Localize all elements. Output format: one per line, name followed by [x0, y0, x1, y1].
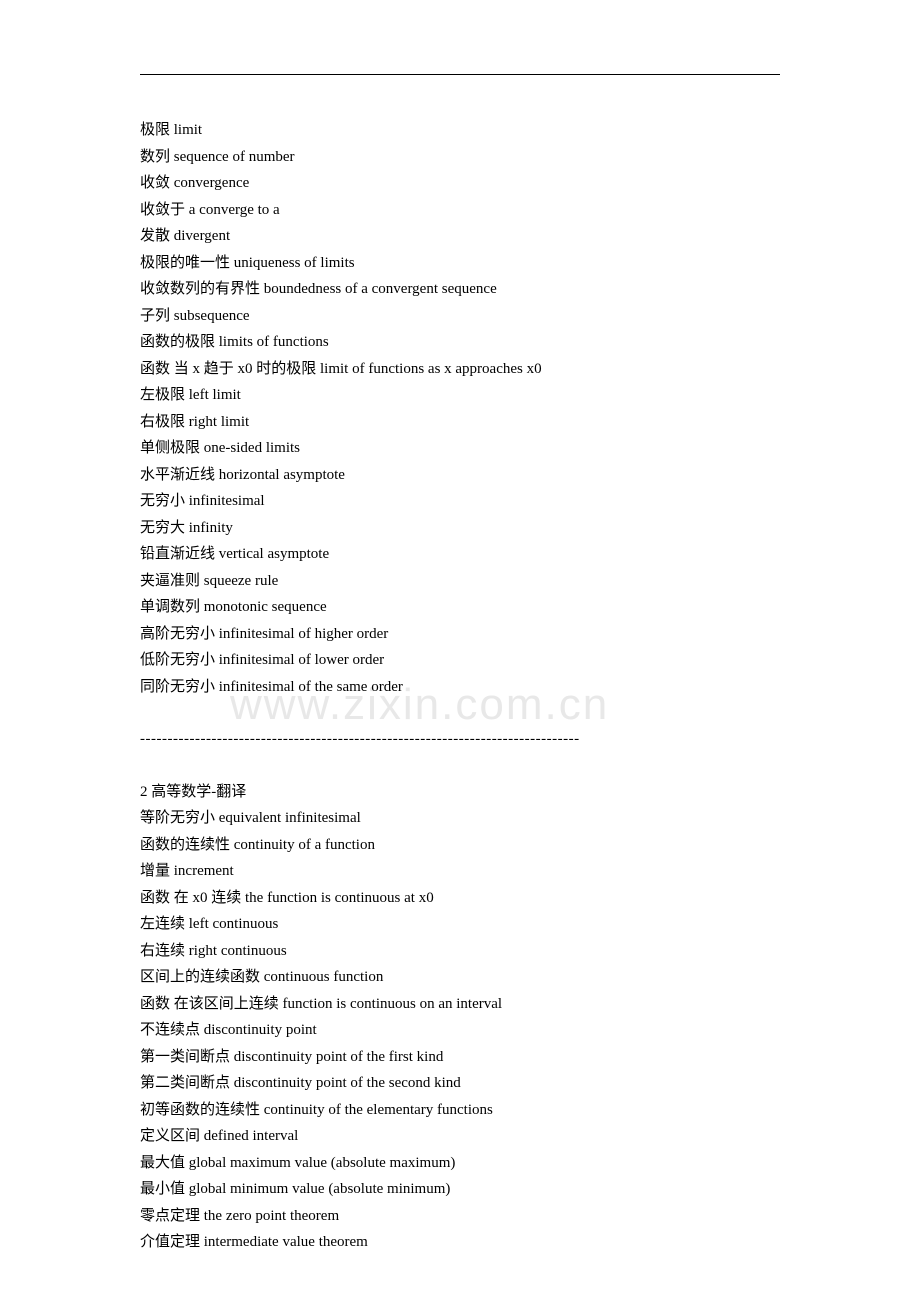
glossary-term: 极限 limit — [140, 117, 780, 144]
glossary-term: 等阶无穷小 equivalent infinitesimal — [140, 805, 780, 832]
glossary-term: 函数 在 x0 连续 the function is continuous at… — [140, 885, 780, 912]
glossary-term: 无穷小 infinitesimal — [140, 488, 780, 515]
glossary-term: 最大值 global maximum value (absolute maxim… — [140, 1150, 780, 1177]
glossary-term: 铅直渐近线 vertical asymptote — [140, 541, 780, 568]
glossary-term: 数列 sequence of number — [140, 144, 780, 171]
glossary-term: 第二类间断点 discontinuity point of the second… — [140, 1070, 780, 1097]
section-separator: ----------------------------------------… — [140, 726, 780, 753]
glossary-term: 左连续 left continuous — [140, 911, 780, 938]
glossary-term: 函数 在该区间上连续 function is continuous on an … — [140, 991, 780, 1018]
glossary-term: 子列 subsequence — [140, 303, 780, 330]
glossary-term: 发散 divergent — [140, 223, 780, 250]
glossary-term: 区间上的连续函数 continuous function — [140, 964, 780, 991]
glossary-term: 单侧极限 one-sided limits — [140, 435, 780, 462]
section-2-terms: 等阶无穷小 equivalent infinitesimal函数的连续性 con… — [140, 805, 780, 1256]
glossary-term: 函数 当 x 趋于 x0 时的极限 limit of functions as … — [140, 356, 780, 383]
glossary-term: 收敛于 a converge to a — [140, 197, 780, 224]
document-page: 极限 limit数列 sequence of number收敛 converge… — [0, 0, 920, 1256]
glossary-term: 不连续点 discontinuity point — [140, 1017, 780, 1044]
glossary-term: 右连续 right continuous — [140, 938, 780, 965]
glossary-term: 低阶无穷小 infinitesimal of lower order — [140, 647, 780, 674]
glossary-term: 极限的唯一性 uniqueness of limits — [140, 250, 780, 277]
glossary-term: 增量 increment — [140, 858, 780, 885]
section-1: 极限 limit数列 sequence of number收敛 converge… — [140, 117, 780, 700]
glossary-term: 零点定理 the zero point theorem — [140, 1203, 780, 1230]
glossary-term: 初等函数的连续性 continuity of the elementary fu… — [140, 1097, 780, 1124]
glossary-term: 同阶无穷小 infinitesimal of the same order — [140, 674, 780, 701]
glossary-term: 最小值 global minimum value (absolute minim… — [140, 1176, 780, 1203]
section-2-title: 2 高等数学-翻译 — [140, 779, 780, 806]
glossary-term: 收敛 convergence — [140, 170, 780, 197]
glossary-term: 单调数列 monotonic sequence — [140, 594, 780, 621]
glossary-term: 夹逼准则 squeeze rule — [140, 568, 780, 595]
glossary-term: 第一类间断点 discontinuity point of the first … — [140, 1044, 780, 1071]
glossary-term: 函数的连续性 continuity of a function — [140, 832, 780, 859]
glossary-term: 介值定理 intermediate value theorem — [140, 1229, 780, 1256]
section-2: 2 高等数学-翻译 等阶无穷小 equivalent infinitesimal… — [140, 779, 780, 1256]
glossary-term: 水平渐近线 horizontal asymptote — [140, 462, 780, 489]
glossary-term: 收敛数列的有界性 boundedness of a convergent seq… — [140, 276, 780, 303]
header-divider — [140, 74, 780, 75]
glossary-term: 左极限 left limit — [140, 382, 780, 409]
glossary-term: 高阶无穷小 infinitesimal of higher order — [140, 621, 780, 648]
glossary-term: 函数的极限 limits of functions — [140, 329, 780, 356]
glossary-term: 无穷大 infinity — [140, 515, 780, 542]
glossary-term: 定义区间 defined interval — [140, 1123, 780, 1150]
glossary-term: 右极限 right limit — [140, 409, 780, 436]
